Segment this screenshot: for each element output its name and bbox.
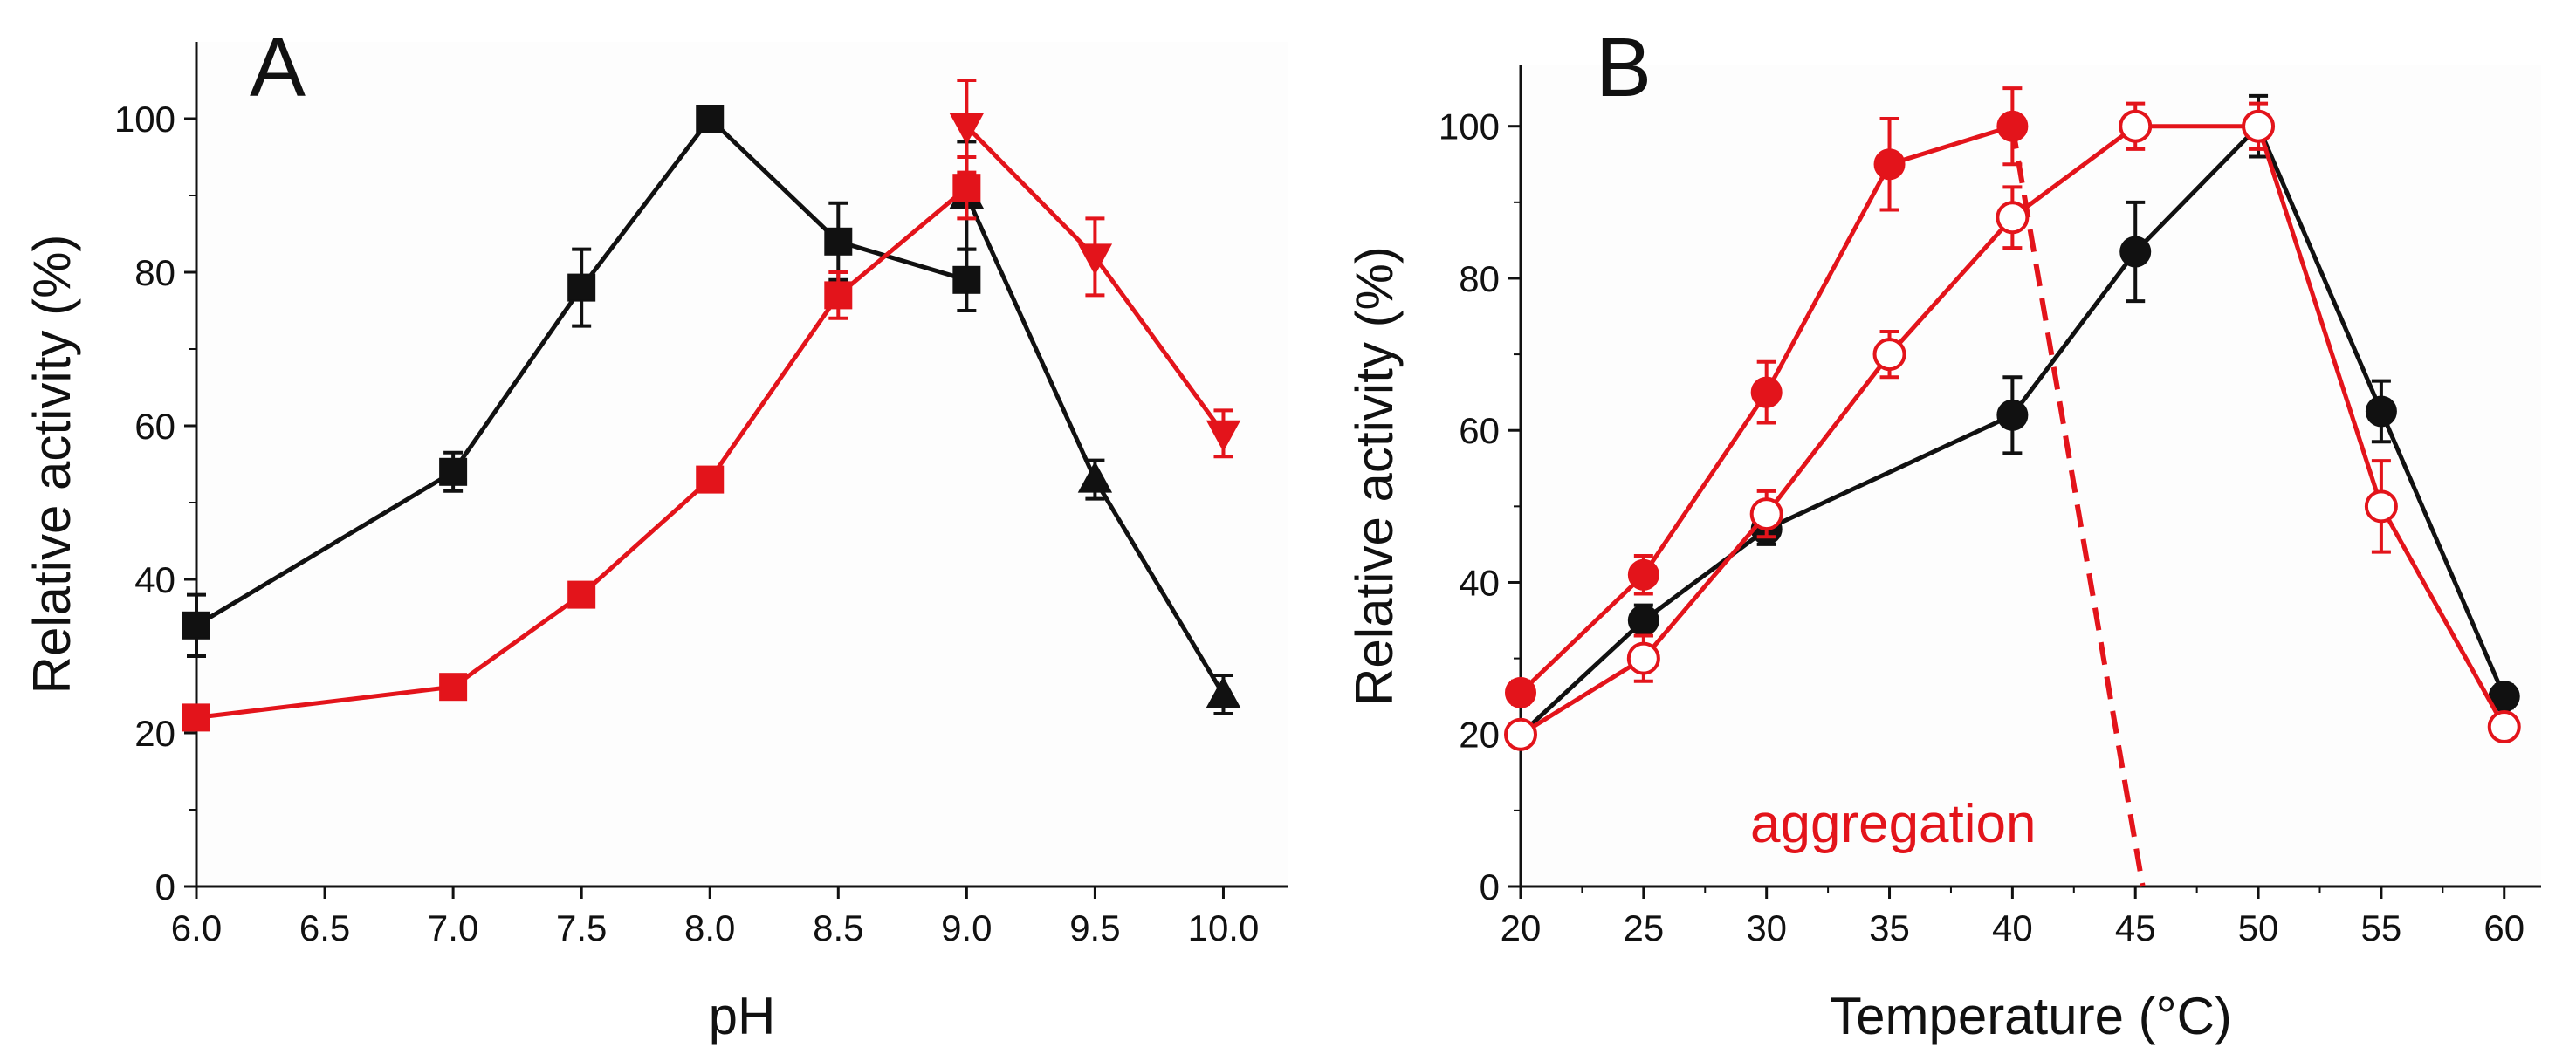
x-tick-label: 10.0	[1188, 907, 1260, 948]
y-tick-label: 0	[155, 866, 175, 907]
data-point	[1077, 461, 1113, 493]
y-tick-label: 60	[134, 406, 175, 447]
series-line	[1519, 122, 2507, 736]
data-point	[2365, 395, 2397, 428]
y-tick-label: 80	[1459, 258, 1500, 299]
series-line	[195, 115, 968, 627]
data-point	[1996, 399, 2029, 431]
data-point	[1626, 641, 1660, 675]
data-point	[567, 580, 596, 609]
data-point	[1627, 605, 1659, 637]
y-axis-title: Relative activity (%)	[1345, 246, 1404, 706]
y-axis-title: Relative activity (%)	[23, 235, 81, 695]
series-line	[196, 186, 968, 720]
x-tick-label: 55	[2361, 907, 2402, 948]
data-point	[1505, 676, 1536, 708]
panel-letter: A	[250, 21, 306, 114]
data-point	[182, 703, 210, 732]
plot-area	[196, 42, 1288, 886]
data-point	[439, 457, 468, 486]
x-axis-title: pH	[709, 987, 776, 1045]
data-point	[824, 227, 853, 256]
x-tick-label: 40	[1992, 907, 2033, 948]
data-point	[1627, 558, 1659, 591]
x-tick-label: 50	[2238, 907, 2279, 948]
data-point	[952, 265, 981, 294]
data-point	[1206, 675, 1241, 708]
y-tick-label: 20	[134, 713, 175, 754]
data-point	[567, 273, 596, 302]
data-series	[1505, 86, 2029, 708]
data-series	[1504, 101, 2521, 751]
data-point	[949, 113, 985, 145]
y-tick-label: 20	[1459, 715, 1500, 756]
data-series	[182, 105, 981, 658]
data-point	[439, 673, 468, 702]
data-point	[2119, 236, 2152, 268]
data-point	[2242, 109, 2276, 143]
x-tick-label: 7.0	[428, 907, 478, 948]
x-tick-label: 6.0	[171, 907, 222, 948]
data-series	[182, 155, 981, 732]
aggregation-annotation: aggregation	[1750, 794, 2037, 854]
x-tick-label: 45	[2115, 907, 2156, 948]
plot-area	[1521, 65, 2541, 886]
aggregation-dashed-line	[2009, 126, 2146, 887]
data-point	[2364, 489, 2398, 524]
x-tick-label: 8.5	[813, 907, 863, 948]
x-tick-label: 60	[2483, 907, 2524, 948]
data-point	[952, 174, 981, 202]
data-point	[824, 281, 853, 310]
panel-b-temperature-chart: 20 25 30 35 40 45 50 55 60020406080100Temperatur…	[1345, 21, 2541, 1045]
data-point	[1077, 243, 1113, 276]
data-point	[1504, 717, 1537, 751]
data-point	[1206, 420, 1241, 452]
y-tick-label: 100	[114, 99, 175, 140]
data-point	[1872, 338, 1906, 372]
x-tick-label: 25	[1623, 907, 1664, 948]
data-point	[182, 611, 210, 640]
x-axis-title: Temperature (°C)	[1830, 987, 2232, 1045]
x-tick-label: 6.5	[299, 907, 350, 948]
y-tick-label: 40	[1459, 562, 1500, 603]
y-tick-label: 100	[1439, 106, 1500, 147]
panel-letter: B	[1596, 21, 1652, 114]
y-tick-label: 0	[1480, 866, 1500, 907]
data-point	[2119, 109, 2153, 143]
data-point	[1996, 110, 2029, 142]
x-tick-label: 20	[1501, 907, 1542, 948]
data-point	[696, 105, 725, 133]
data-point	[696, 465, 725, 494]
x-tick-label: 35	[1869, 907, 1910, 948]
data-series	[949, 79, 1241, 459]
x-tick-label: 30	[1746, 907, 1787, 948]
data-point	[1873, 148, 1906, 181]
y-tick-label: 40	[134, 559, 175, 600]
x-tick-label: 8.0	[684, 907, 735, 948]
data-point	[1749, 497, 1783, 531]
x-tick-label: 9.0	[941, 907, 992, 948]
x-tick-label: 7.5	[556, 907, 607, 948]
data-point	[1750, 376, 1783, 408]
x-tick-label: 9.5	[1069, 907, 1120, 948]
y-tick-label: 60	[1459, 410, 1500, 451]
data-point	[2487, 710, 2521, 744]
data-point	[1996, 201, 2030, 235]
panel-a-ph-chart: 6.0 6.5 7.0 7.5 8.0 8.5 9.0 9.5 10.0 0 20 40 60 80 100…	[23, 21, 1288, 1045]
y-tick-label: 80	[134, 252, 175, 293]
